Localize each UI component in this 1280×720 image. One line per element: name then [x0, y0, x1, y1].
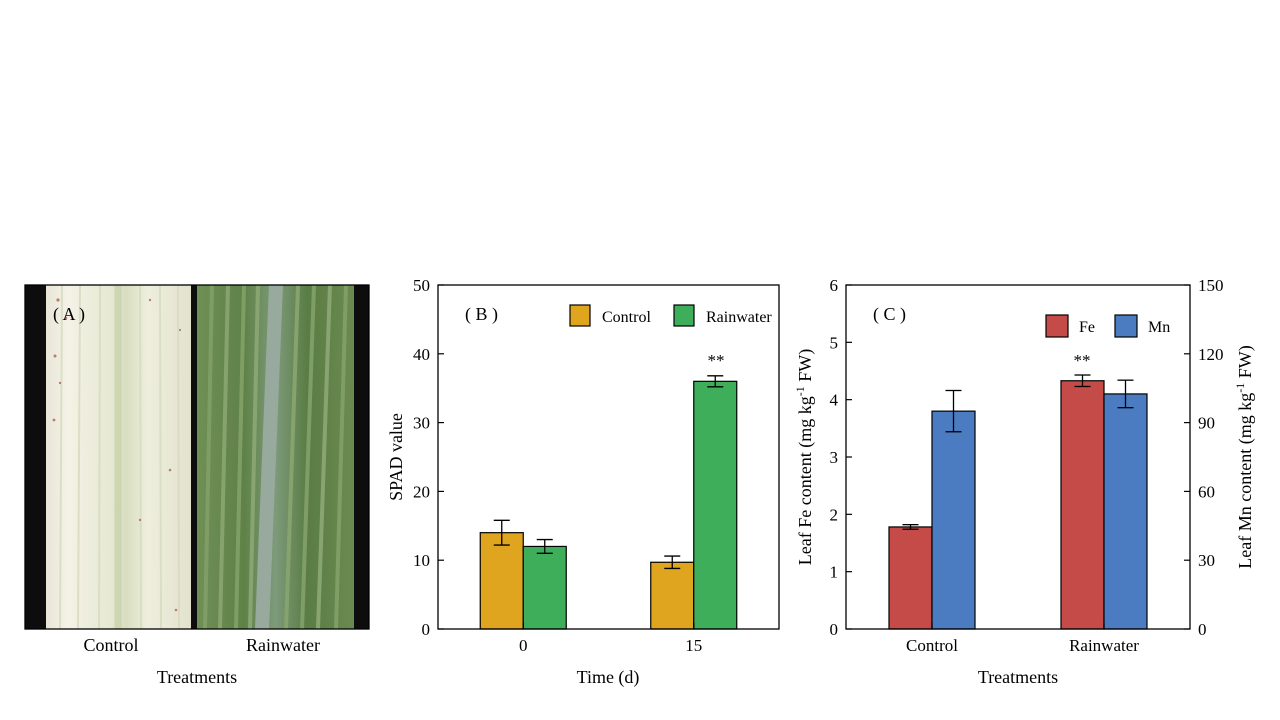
error-bar-fe-rainwater [1074, 374, 1091, 388]
panel-c-y-axis-title-left: Leaf Fe content (mg kg-1 FW) [793, 349, 816, 565]
panel-a-category-rainwater: Rainwater [246, 635, 320, 655]
x-tick-label-control: Control [906, 636, 958, 655]
panel-b-bars [479, 380, 738, 630]
bar-control-15 [650, 561, 695, 630]
legend-control-swatch [569, 304, 591, 327]
panel-c-error-bars [902, 374, 1134, 530]
bar-rainwater-15 [693, 380, 738, 630]
x-tick-label-rainwater: Rainwater [1069, 636, 1139, 655]
panel-c-bars [888, 380, 1148, 630]
panel-a-label: ( A ) [53, 304, 85, 325]
panel-b-plot-frame [437, 284, 780, 630]
error-bar-control-0 [493, 519, 510, 546]
panel-c-x-ticks: Control Rainwater [906, 623, 1139, 655]
y-tick-label-30: 30 [413, 414, 430, 433]
panel-c-y-title-left-main: Leaf Fe content (mg kg [795, 396, 816, 565]
panel-c-y-title-left-sup: -1 [793, 386, 807, 396]
y-right-tick-label-120: 120 [1198, 345, 1224, 364]
y-right-tick-label-90: 90 [1198, 414, 1215, 433]
bar-fe-rainwater [1060, 380, 1105, 630]
error-bar-control-15 [664, 555, 681, 570]
panel-c-legend: Fe Mn [1045, 314, 1170, 338]
panel-a-x-axis-title: Treatments [157, 667, 237, 687]
y-left-tick-label-5: 5 [830, 333, 839, 352]
control-leaf-spots [52, 298, 182, 612]
panel-c-chart: 0 1 2 3 4 5 6 0 30 60 90 120 150 Control Rainwater (… [793, 276, 1256, 687]
legend-mn-swatch [1114, 314, 1138, 338]
y-left-tick-label-1: 1 [830, 563, 839, 582]
y-left-tick-label-4: 4 [830, 391, 839, 410]
y-left-tick-label-0: 0 [830, 620, 839, 639]
y-tick-label-40: 40 [413, 345, 430, 364]
error-bar-rainwater-0 [536, 538, 553, 554]
y-left-tick-label-2: 2 [830, 505, 839, 524]
panel-c-y-title-right-sup: -1 [1233, 383, 1247, 393]
panel-b-legend: Control Rainwater [569, 304, 772, 327]
rainwater-leaf-stripes [203, 285, 348, 629]
panel-b-y-axis-title: SPAD value [386, 413, 406, 501]
bar-rainwater-0 [522, 545, 567, 630]
bar-fe-control [888, 526, 933, 630]
error-bar-fe-control [902, 524, 919, 530]
panel-c-x-axis-title: Treatments [978, 667, 1058, 687]
y-right-tick-label-150: 150 [1198, 276, 1224, 295]
panel-c-y-ticks-left: 0 1 2 3 4 5 6 [830, 276, 852, 639]
panel-c-significance: ** [1074, 351, 1091, 370]
y-right-tick-label-0: 0 [1198, 620, 1207, 639]
y-tick-label-50: 50 [413, 276, 430, 295]
legend-fe-label: Fe [1079, 319, 1095, 336]
panel-b-label: ( B ) [465, 304, 498, 325]
bar-mn-control [931, 410, 976, 630]
panel-b-x-axis-title: Time (d) [577, 667, 640, 688]
y-tick-label-20: 20 [413, 482, 430, 501]
y-right-tick-label-30: 30 [1198, 551, 1215, 570]
legend-mn-label: Mn [1148, 319, 1170, 336]
legend-rainwater-label: Rainwater [706, 309, 772, 326]
x-tick-label-15: 15 [685, 636, 702, 655]
bar-control-0 [479, 532, 524, 630]
panel-b-chart: 0 10 20 30 40 50 0 15 ( B ) ** SPAD value Time… [386, 276, 780, 688]
panel-c-y-title-left-end: FW) [795, 349, 816, 387]
panel-a-category-control: Control [83, 635, 138, 655]
legend-rainwater-swatch [673, 304, 695, 327]
panel-a-photo: ( A ) Control Rainwater Treatments [24, 284, 370, 687]
y-left-tick-label-3: 3 [830, 448, 839, 467]
error-bar-rainwater-15 [707, 375, 724, 388]
panel-c-y-title-right-main: Leaf Mn content (mg kg [1235, 393, 1256, 569]
x-tick-label-0: 0 [519, 636, 528, 655]
panel-c-y-ticks-right: 0 30 60 90 120 150 [1184, 276, 1224, 639]
panel-c-label: ( C ) [873, 304, 906, 325]
panel-c-plot-frame [845, 284, 1191, 630]
y-tick-label-10: 10 [413, 551, 430, 570]
y-tick-label-0: 0 [422, 620, 431, 639]
legend-fe-swatch [1045, 314, 1069, 338]
bar-mn-rainwater [1103, 393, 1148, 630]
legend-control-label: Control [602, 309, 651, 326]
error-bar-mn-rainwater [1117, 379, 1134, 409]
panel-b-significance: ** [708, 351, 725, 370]
panel-b-error-bars [493, 375, 724, 570]
panel-c-y-axis-title-right: Leaf Mn content (mg kg-1 FW) [1233, 345, 1256, 568]
panel-a-frame [24, 284, 370, 630]
error-bar-mn-control [945, 389, 962, 433]
control-leaf-veins [59, 285, 180, 629]
y-right-tick-label-60: 60 [1198, 482, 1215, 501]
panel-c-y-title-right-end: FW) [1235, 345, 1256, 383]
panel-b-x-ticks: 0 15 [519, 623, 702, 655]
y-left-tick-label-6: 6 [830, 276, 839, 295]
panel-b-y-ticks: 0 10 20 30 40 50 [413, 276, 444, 639]
